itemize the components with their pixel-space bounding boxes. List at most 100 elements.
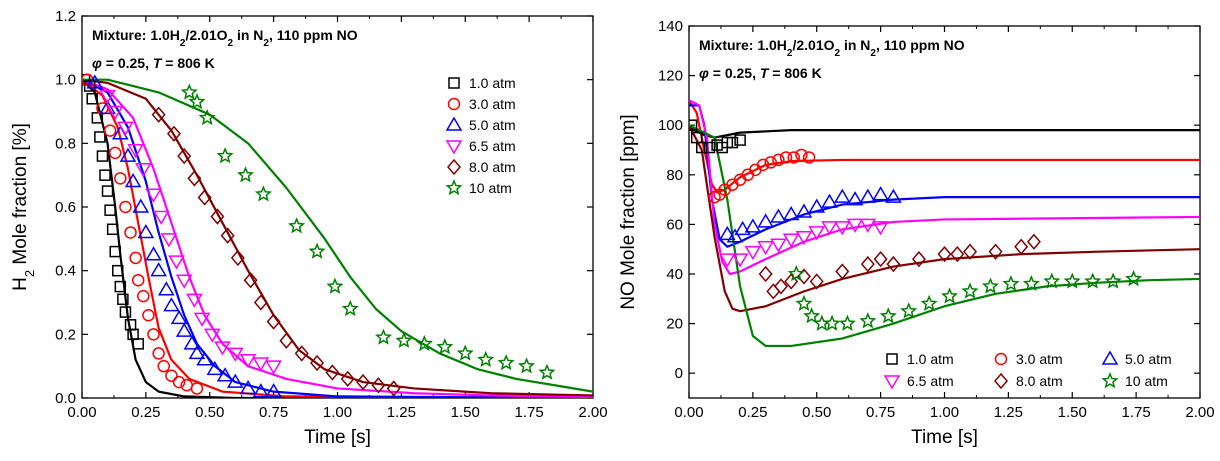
data-point-5_0-atm: [239, 379, 257, 395]
data-point-5_0-atm: [885, 188, 902, 203]
data-point-8_0-atm: [210, 208, 225, 225]
plot-area: [689, 99, 1200, 348]
data-point-3_0-atm: [157, 359, 171, 373]
data-point-8_0-atm: [873, 250, 888, 268]
x-tick-label: 1.25: [387, 404, 416, 421]
data-point-3_0-atm: [756, 158, 770, 172]
legend-marker: [883, 375, 901, 390]
x-tick-label: 1.75: [1122, 404, 1151, 421]
data-point-3_0-atm: [103, 124, 117, 137]
y-tick-label: 80: [666, 167, 683, 184]
data-point-8_0-atm: [988, 243, 1003, 260]
y-tick-label: 40: [666, 266, 683, 283]
data-point-10-atm: [941, 287, 959, 304]
data-point-1_0-atm: [94, 131, 106, 143]
x-tick-label: 0.25: [131, 404, 160, 421]
data-point-6_5-atm: [186, 293, 203, 308]
data-point-3_0-atm: [137, 289, 150, 303]
data-point-10-atm: [900, 302, 918, 319]
data-point-1_0-atm: [703, 141, 716, 154]
data-point-6_5-atm: [795, 231, 813, 246]
data-point-10-atm: [961, 282, 979, 299]
data-point-10-atm: [838, 314, 856, 331]
data-point-3_0-atm: [124, 226, 137, 239]
data-point-10-atm: [237, 166, 255, 183]
y-axis-label: NO Mole fraction [ppm]: [618, 114, 639, 309]
legend-marker: [445, 179, 463, 196]
data-point-8_0-atm: [230, 249, 245, 267]
data-point-10-atm: [1002, 274, 1020, 292]
data-point-1_0-atm: [99, 169, 111, 181]
data-point-5_0-atm: [744, 218, 762, 233]
data-point-8_0-atm: [279, 332, 294, 349]
data-point-1_0-atm: [734, 134, 746, 146]
data-point-10-atm: [254, 185, 272, 202]
x-tick-label: 2.00: [578, 404, 607, 421]
data-point-8_0-atm: [253, 294, 268, 311]
no-mole-fraction-chart: 0.00 0.25 0.50 0.75 1.00 1.25 1.50 1.75 2.00 0 20 4…: [618, 18, 1215, 448]
legend-label: 8.0 atm: [469, 159, 516, 175]
data-point-3_0-atm: [129, 251, 142, 265]
data-point-5_0-atm: [734, 220, 751, 236]
data-point-6_5-atm: [214, 341, 231, 356]
plot-frame: [688, 25, 1201, 399]
data-point-8_0-atm: [294, 345, 309, 362]
data-point-3_0-atm: [147, 328, 160, 341]
data-point-1_0-atm: [689, 119, 698, 131]
y-tick-label: 0.0: [55, 390, 76, 407]
legend: 1.0 atm 3.0 atm 5.0 atm 6.5 atm 8.0 atm 10 at…: [883, 350, 1172, 390]
data-point-1_0-atm: [726, 136, 739, 149]
data-point-1_0-atm: [104, 204, 116, 216]
mixture-annotation: Mixture: 1.0H2/2.01O2 in N2, 110 ppm NO: [699, 37, 965, 59]
data-point-10-atm: [1084, 272, 1102, 289]
data-point-10-atm: [1104, 272, 1122, 289]
model-line-5_0-atm: [82, 78, 593, 398]
data-point-10-atm: [920, 294, 938, 311]
x-tick-label: 1.75: [515, 404, 544, 421]
data-point-1_0-atm: [86, 93, 98, 105]
data-point-5_0-atm: [846, 191, 864, 206]
y-tick-label: 140: [658, 18, 683, 35]
legend-marker: [994, 372, 1008, 390]
y-tick-label: 100: [658, 117, 683, 134]
data-point-8_0-atm: [266, 313, 281, 330]
data-point-5_0-atm: [145, 246, 162, 261]
legend-label: 5.0 atm: [1125, 351, 1172, 367]
data-point-8_0-atm: [784, 273, 799, 290]
legend: 1.0 atm 3.0 atm 5.0 atm 6.5 atm 8.0 atm 10 at…: [445, 75, 516, 196]
data-point-8_0-atm: [911, 250, 926, 268]
legend-marker: [445, 116, 463, 131]
model-line-1_0-atm: [689, 124, 1200, 139]
y-tick-label: 1.0: [55, 72, 76, 89]
data-point-5_0-atm: [170, 309, 188, 325]
x-tick-label: 1.25: [994, 404, 1023, 421]
legend-label: 1.0 atm: [907, 351, 954, 367]
data-point-8_0-atm: [835, 263, 850, 280]
data-point-8_0-atm: [243, 272, 258, 289]
data-point-5_0-atm: [86, 74, 104, 89]
y-tick-label: 0: [675, 365, 683, 382]
data-point-6_5-atm: [160, 233, 178, 248]
data-point-1_0-atm: [119, 306, 132, 318]
data-point-8_0-atm: [886, 255, 901, 273]
data-point-10-atm: [1043, 272, 1061, 289]
data-point-8_0-atm: [860, 255, 875, 273]
data-point-6_5-atm: [859, 218, 877, 233]
data-point-8_0-atm: [766, 283, 781, 300]
data-point-8_0-atm: [758, 265, 773, 283]
data-point-5_0-atm: [252, 383, 270, 398]
legend-label: 10 atm: [469, 180, 512, 196]
data-point-5_0-atm: [175, 322, 193, 337]
data-point-10-atm: [803, 307, 821, 324]
data-point-10-atm: [374, 328, 393, 345]
x-tick-label: 1.50: [451, 404, 480, 421]
data-point-8_0-atm: [187, 170, 202, 187]
data-point-3_0-atm: [787, 151, 801, 164]
y-tick-label: 1.2: [55, 8, 76, 25]
data-point-6_5-atm: [127, 143, 144, 159]
data-point-1_0-atm: [696, 141, 708, 154]
data-point-8_0-atm: [197, 189, 212, 206]
data-point-5_0-atm: [265, 383, 282, 398]
data-point-5_0-atm: [188, 344, 206, 360]
